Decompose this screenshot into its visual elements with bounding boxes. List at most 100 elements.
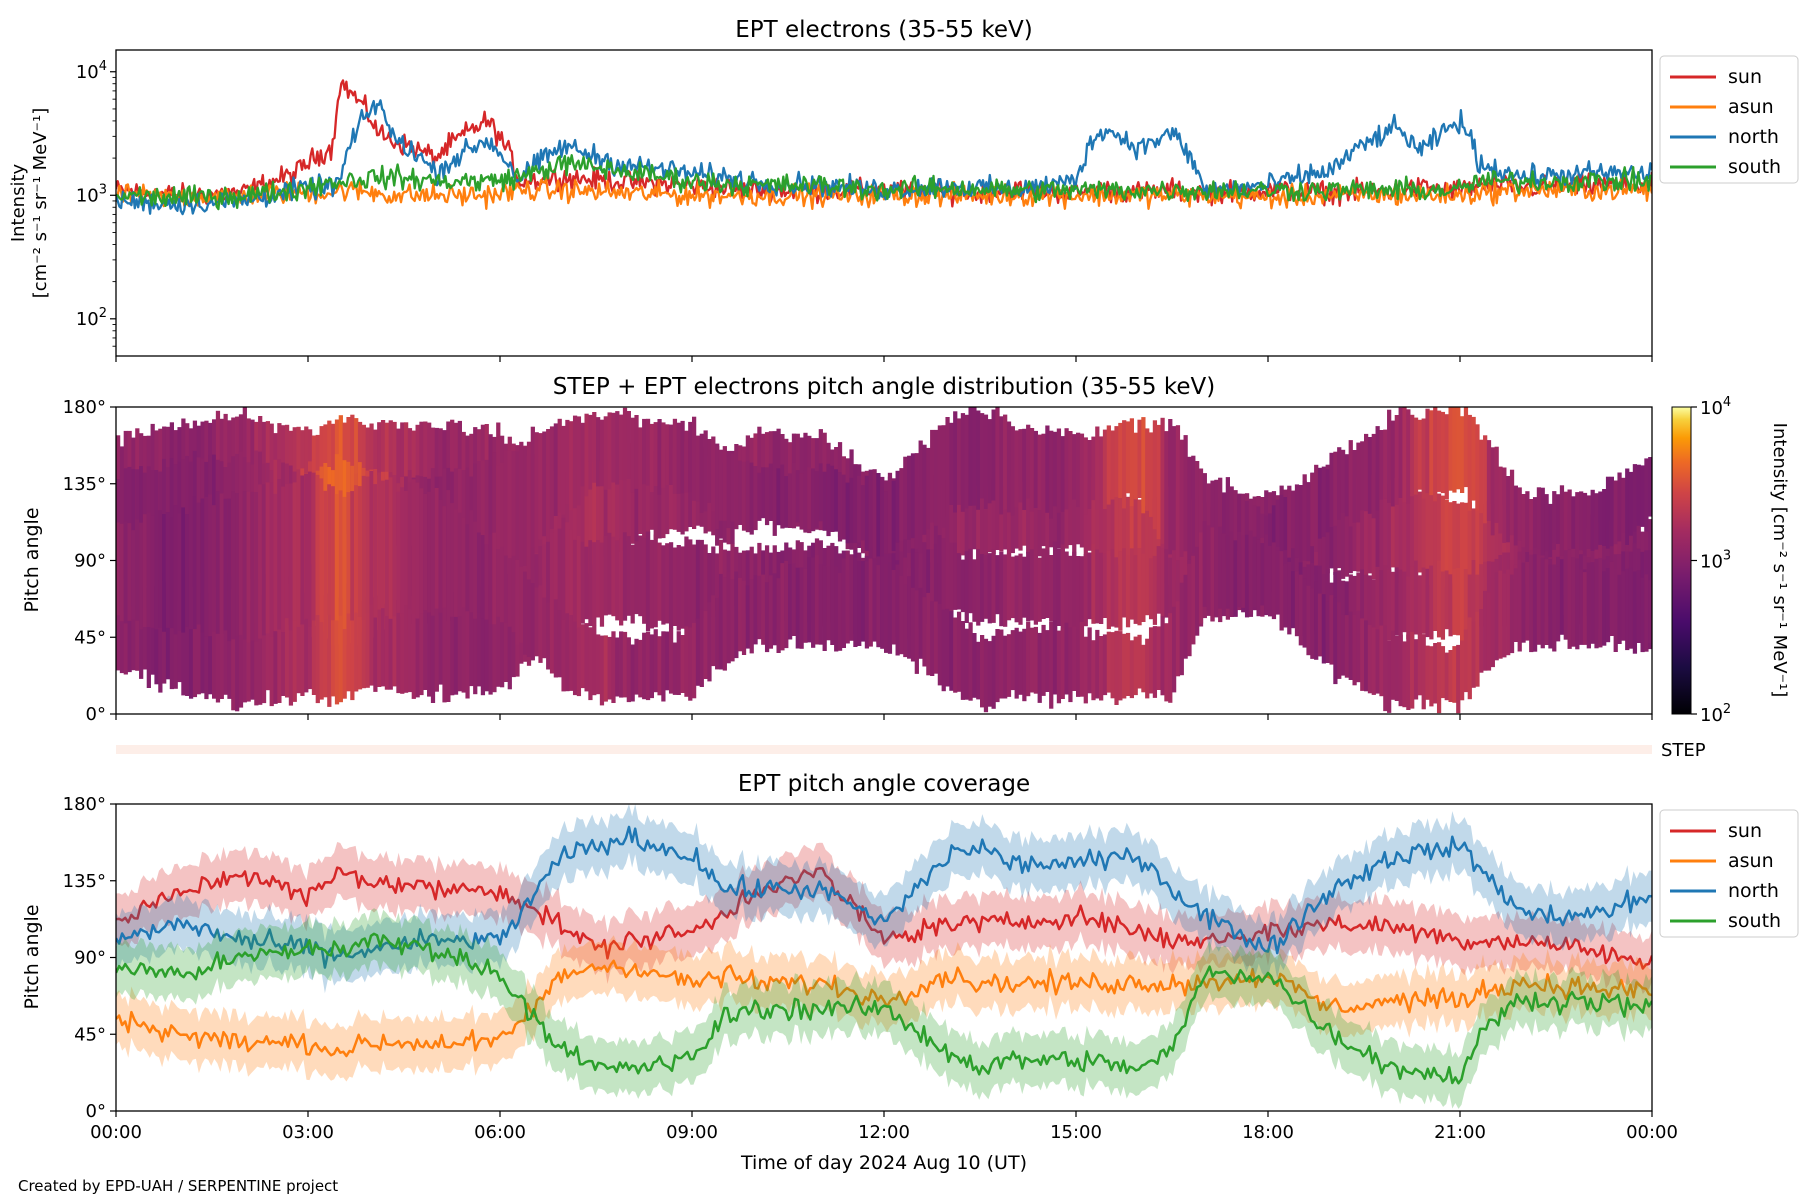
heatmap-cell	[1556, 494, 1561, 544]
heatmap-cell	[453, 592, 459, 695]
heatmap-cell	[1068, 555, 1073, 629]
heatmap-cell	[265, 600, 270, 691]
heatmap-cell	[196, 586, 201, 695]
heatmap-cell	[638, 427, 643, 480]
heatmap-cell	[926, 549, 931, 624]
heatmap-cell	[1513, 485, 1518, 546]
heatmap-cell	[807, 467, 812, 529]
heatmap-cell	[1298, 485, 1303, 565]
heatmap-cell	[1052, 541, 1058, 634]
heatmap-cell	[1068, 479, 1073, 546]
heatmap-cell	[1095, 426, 1100, 510]
heatmap-cell	[991, 409, 996, 501]
heatmap-cell	[987, 486, 992, 553]
heatmap-cell	[1448, 650, 1453, 702]
heatmap-cell	[338, 597, 343, 703]
heatmap-cell	[1122, 633, 1127, 699]
series-line-south	[116, 154, 1652, 211]
heatmap-cell	[334, 590, 340, 705]
heatmap-cell	[680, 420, 685, 494]
heatmap-cell	[1521, 494, 1526, 548]
heatmap-cell	[638, 639, 643, 698]
heatmap-cell	[500, 579, 505, 688]
heatmap-cell	[1544, 494, 1549, 553]
heatmap-cell	[1344, 454, 1350, 517]
heatmap-cell	[795, 567, 800, 649]
heatmap-cell	[1390, 420, 1396, 507]
heatmap-cell	[1544, 559, 1549, 645]
heatmap-cell	[622, 457, 628, 551]
heatmap-cell	[830, 559, 835, 645]
heatmap-cell	[995, 484, 1000, 550]
heatmap-cell	[1148, 491, 1154, 581]
heatmap-cell	[580, 541, 585, 624]
heatmap-cell	[576, 627, 582, 697]
heatmap-cell	[530, 426, 535, 557]
heatmap-cell	[488, 585, 493, 695]
heatmap-cell	[811, 557, 816, 648]
heatmap-cell	[534, 587, 539, 657]
heatmap-cell	[1145, 553, 1150, 616]
heatmap-cell	[288, 583, 294, 706]
heatmap-cell	[880, 556, 885, 649]
heatmap-cell	[1556, 518, 1561, 591]
heatmap-cell	[1052, 431, 1058, 507]
coverage-band-south	[116, 908, 1652, 1109]
heatmap-cell	[162, 581, 167, 684]
heatmap-cell	[1064, 622, 1069, 695]
heatmap-cell	[1590, 562, 1595, 644]
heatmap-cell	[592, 542, 597, 626]
heatmap-cell	[154, 510, 159, 630]
heatmap-cell	[764, 582, 770, 653]
heatmap-cell	[1010, 630, 1015, 691]
heatmap-cell	[296, 469, 301, 627]
heatmap-cell	[331, 592, 336, 697]
heatmap-cell	[607, 460, 612, 552]
heatmap-cell	[1494, 446, 1499, 523]
heatmap-cell	[1410, 414, 1415, 497]
heatmap-cell	[304, 592, 309, 693]
heatmap-cell	[1168, 557, 1173, 618]
heatmap-cell	[1064, 428, 1069, 510]
heatmap-cell	[718, 449, 724, 521]
heatmap-cell	[1052, 475, 1058, 547]
heatmap-cell	[930, 429, 935, 523]
heatmap-cell	[1110, 632, 1115, 699]
heatmap-cell	[219, 493, 224, 634]
legend-label-north: north	[1728, 880, 1779, 902]
heatmap-cell	[196, 502, 201, 625]
panel1-ylabel-line1: Intensity	[8, 163, 29, 242]
heatmap-cell	[1579, 569, 1584, 645]
heatmap-cell	[430, 600, 436, 703]
heatmap-cell	[918, 440, 923, 539]
heatmap-cell	[722, 446, 727, 521]
heatmap-cell	[131, 579, 136, 671]
heatmap-cell	[692, 416, 697, 501]
heatmap-cell	[1406, 491, 1411, 581]
heatmap-cell	[530, 583, 535, 661]
heatmap-cell	[1041, 548, 1046, 619]
heatmap-cell	[1586, 495, 1591, 549]
heatmap-cell	[384, 603, 390, 690]
heatmap-cell	[776, 468, 781, 526]
heatmap-cell	[814, 471, 820, 528]
heatmap-cell	[1037, 434, 1042, 511]
heatmap-cell	[265, 482, 270, 634]
heatmap-cell	[1479, 504, 1484, 577]
heatmap-cell	[1413, 639, 1419, 700]
heatmap-cell	[1340, 480, 1346, 579]
heatmap-cell	[645, 531, 651, 632]
heatmap-cell	[964, 414, 969, 509]
heatmap-cell	[1010, 556, 1015, 619]
heatmap-cell	[1029, 428, 1035, 512]
heatmap-cell	[576, 416, 582, 506]
heatmap-cell	[880, 487, 885, 561]
heatmap-cell	[1525, 491, 1530, 555]
heatmap-cell	[1137, 419, 1142, 498]
heatmap-cell	[1014, 430, 1019, 508]
heatmap-cell	[857, 475, 862, 543]
legend-label-south: south	[1728, 910, 1781, 932]
heatmap-cell	[1045, 549, 1050, 618]
heatmap-cell	[553, 470, 558, 584]
heatmap-cell	[972, 633, 977, 698]
